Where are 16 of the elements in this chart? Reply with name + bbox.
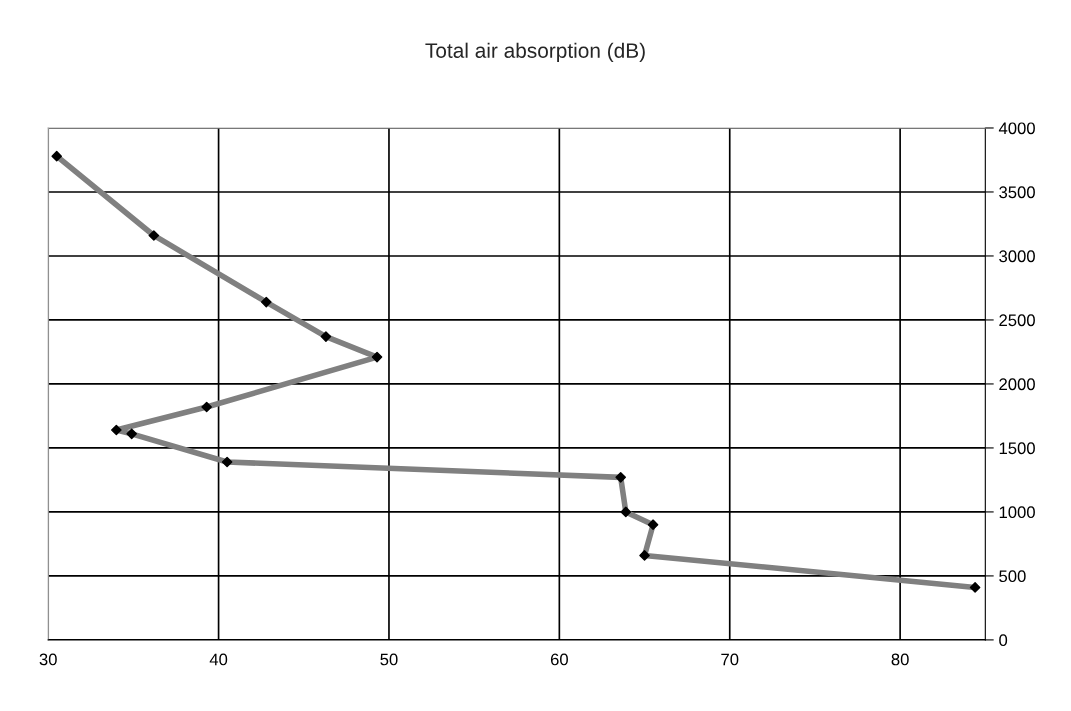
y-tick-label: 2500 — [999, 314, 1035, 327]
y-tick-label: 0 — [999, 634, 1008, 647]
x-tick-label: 30 — [39, 653, 57, 666]
y-tick-label: 500 — [999, 570, 1026, 583]
x-tick-label: 40 — [209, 653, 228, 666]
y-tick-label: 1000 — [999, 506, 1035, 519]
chart-title: Total air absorption (dB) — [425, 42, 645, 63]
x-tick-label: 60 — [550, 653, 568, 666]
y-tick-label: 2000 — [999, 378, 1035, 391]
y-tick-label: 4000 — [998, 122, 1035, 135]
y-tick-label: 3500 — [999, 186, 1035, 199]
x-tick-label: 50 — [380, 653, 398, 666]
y-tick-label: 3000 — [999, 250, 1035, 263]
y-tick-label: 1500 — [999, 442, 1035, 455]
x-tick-label: 70 — [721, 653, 739, 666]
x-tick-label: 80 — [891, 653, 909, 666]
